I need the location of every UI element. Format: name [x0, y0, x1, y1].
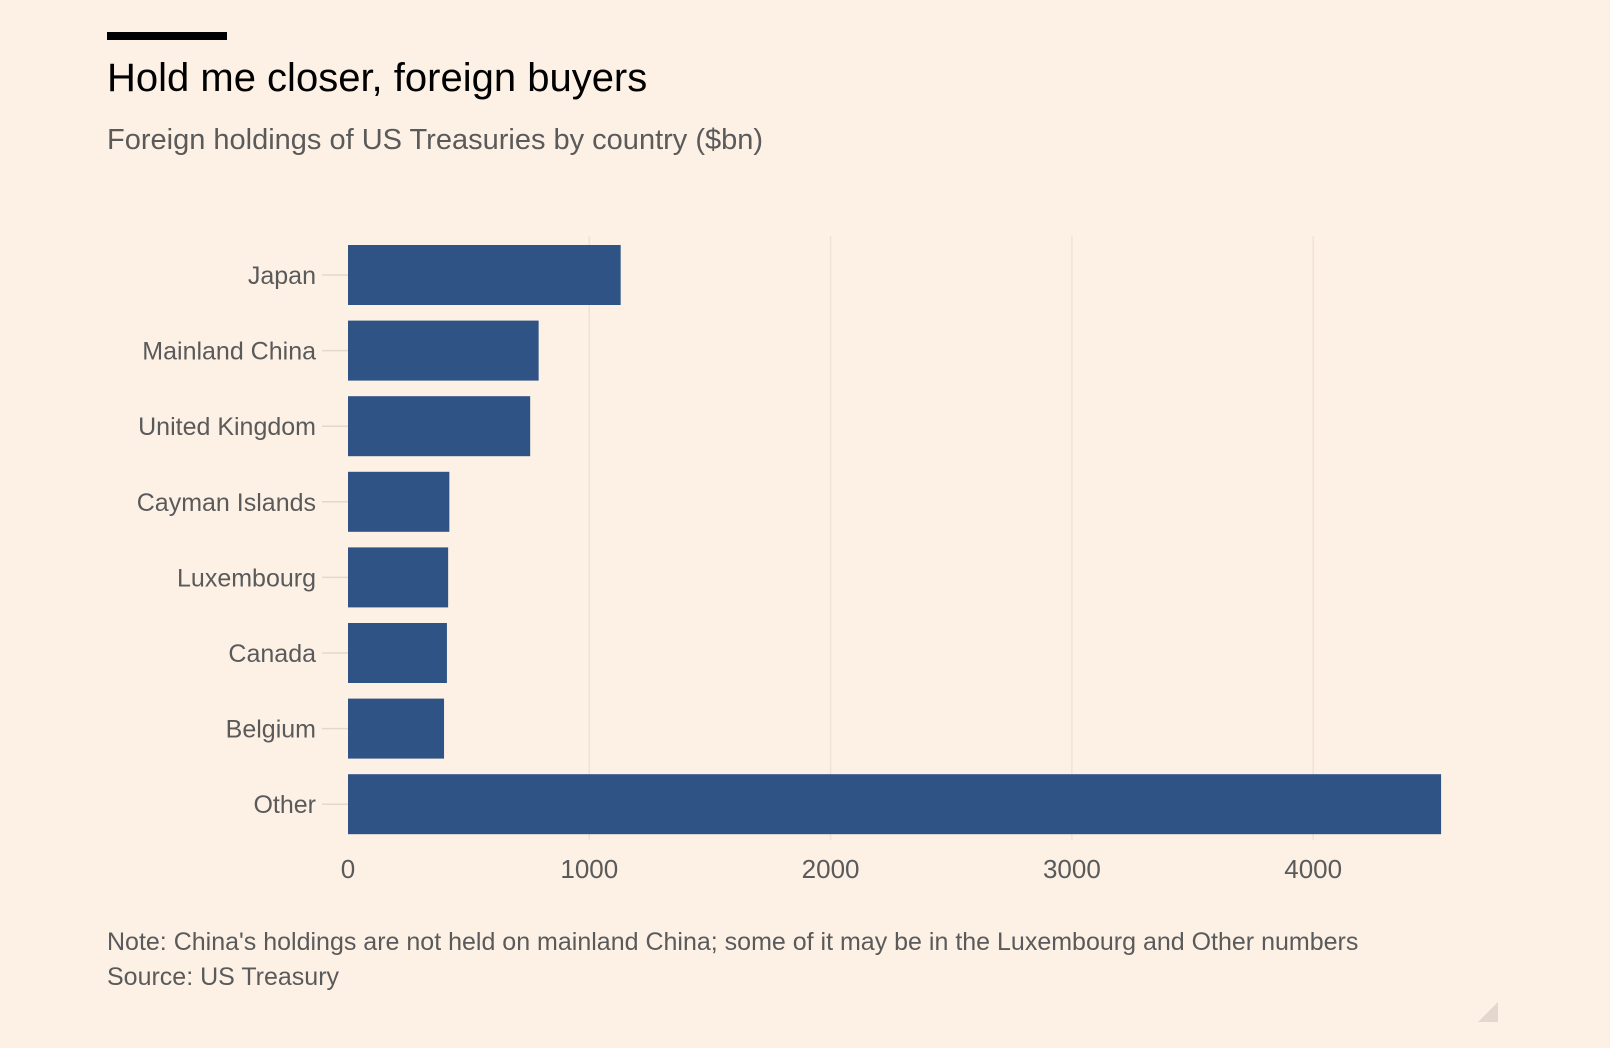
x-tick-label: 2000 — [802, 854, 860, 884]
category-label: United Kingdom — [138, 413, 316, 441]
bar-japan — [348, 245, 621, 305]
category-label: Belgium — [226, 716, 316, 744]
category-label: Other — [253, 791, 316, 819]
x-tick-label: 4000 — [1284, 854, 1342, 884]
bar-united-kingdom — [348, 396, 531, 457]
category-label: Japan — [248, 262, 316, 290]
chart-subtitle: Foreign holdings of US Treasuries by cou… — [107, 124, 764, 156]
chart-title: Hold me closer, foreign buyers — [107, 56, 648, 100]
category-label: Mainland China — [142, 338, 316, 366]
title-rule — [107, 32, 227, 40]
bar-belgium — [348, 698, 445, 759]
chart-source: Source: US Treasury — [107, 963, 340, 991]
bar-mainland-china — [348, 320, 539, 381]
x-tick-label: 1000 — [560, 854, 618, 884]
x-tick-label: 3000 — [1043, 854, 1101, 884]
bar-cayman-islands — [348, 471, 450, 532]
bar-canada — [348, 623, 447, 683]
bar-luxembourg — [348, 547, 449, 608]
corner-mark-icon — [1478, 1002, 1498, 1022]
chart-note: Note: China's holdings are not held on m… — [107, 928, 1359, 956]
category-label: Canada — [228, 640, 316, 668]
category-label: Luxembourg — [177, 564, 316, 592]
category-label: Cayman Islands — [137, 489, 316, 517]
bar-other — [348, 774, 1442, 835]
x-tick-label: 0 — [341, 854, 355, 884]
